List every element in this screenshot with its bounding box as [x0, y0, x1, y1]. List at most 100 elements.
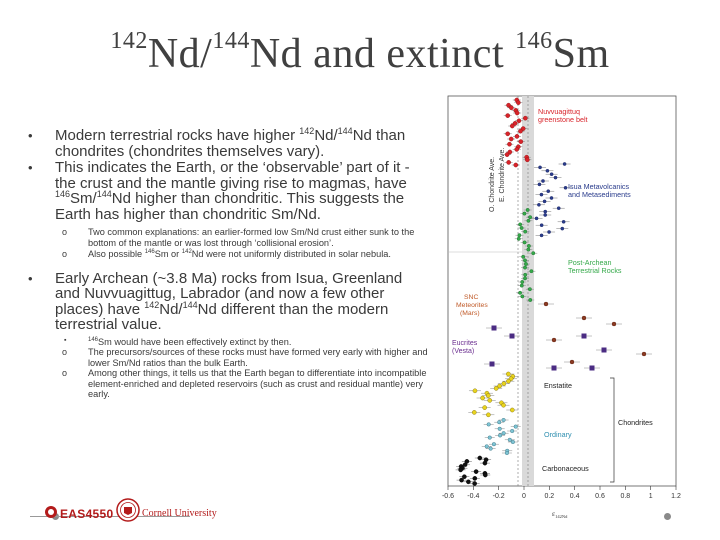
post-archean-label-1: Post-Archean	[568, 258, 612, 267]
isua-point	[563, 186, 568, 190]
bullet-modern-rocks: • Modern terrestrial rocks have higher 1…	[28, 126, 406, 160]
post-archean-point	[517, 233, 522, 238]
eucrite-point	[509, 333, 515, 339]
ordinary-point	[497, 420, 502, 425]
carbonaceous-point	[462, 474, 467, 480]
sub-bullet-marker: o	[62, 249, 68, 259]
enstatite-point	[482, 405, 487, 410]
e-chondrite-ave-label: E. Chondrite Ave.	[499, 148, 506, 202]
isua-point	[537, 203, 541, 207]
eucrites-label-1: Eucrites	[452, 340, 478, 347]
carbonaceous-point	[459, 477, 464, 483]
isua-point	[561, 219, 566, 224]
post-archean-point	[520, 280, 525, 284]
isua-point	[542, 199, 547, 204]
nuvvuagittuq-point	[509, 123, 515, 129]
nuvvuagittuq-point	[516, 118, 522, 124]
ordinary-point	[491, 442, 496, 447]
isua-point	[537, 182, 542, 187]
ordinary-point	[501, 418, 506, 423]
post-archean-point	[529, 269, 534, 274]
ordinary-point	[487, 435, 492, 440]
nuvvuagittuq-point	[525, 157, 530, 163]
isua-point	[545, 169, 550, 173]
data-markers	[455, 97, 652, 486]
post-archean-point	[523, 258, 527, 263]
carbonaceous-point	[482, 472, 488, 478]
post-archean-point	[523, 276, 527, 281]
isua-point	[556, 206, 561, 210]
ordinary-point	[510, 440, 515, 445]
nuvvuagittuq-point	[514, 147, 520, 152]
nav-dot-right[interactable]	[664, 513, 671, 520]
enstatite-label: Enstatite	[544, 381, 572, 390]
post-archean-point	[516, 236, 521, 241]
sub-bullet-precursors: o The precursors/sources of these rocks …	[62, 347, 428, 368]
x-tick-label: 0.8	[620, 493, 630, 500]
eucrite-point	[491, 325, 497, 331]
post-archean-point	[523, 272, 528, 277]
carbonaceous-point	[472, 476, 478, 481]
nuvvuagittuq-point	[509, 105, 514, 111]
carbonaceous-point	[482, 460, 488, 466]
isua-point	[549, 172, 554, 176]
bullet-dot: •	[28, 270, 33, 286]
greenstone-label: greenstone belt	[538, 115, 588, 124]
ordinary-point	[501, 431, 506, 436]
post-archean-point	[520, 294, 525, 299]
ordinary-point	[484, 444, 489, 449]
enstatite-point	[471, 410, 477, 415]
snc-label-3: (Mars)	[460, 310, 480, 317]
cornell-seal-icon	[116, 498, 140, 522]
ordinary-point	[488, 446, 493, 451]
ordinary-point	[498, 433, 503, 438]
snc-label-1: SNC	[464, 294, 478, 301]
enstatite-point	[472, 388, 478, 394]
plot-frame	[447, 95, 677, 487]
isua-point	[539, 223, 544, 227]
nuvvuagittuq-point	[506, 102, 511, 108]
nuvvuagittuq-point	[505, 113, 511, 118]
carbonaceous-label: Carbonaceous	[542, 464, 589, 473]
snc-point	[611, 321, 617, 327]
o-chondrite-ave-label: O. Chondrite Ave.	[489, 157, 496, 212]
bullet-dot: •	[28, 128, 33, 143]
x-tick-label: -0.4	[467, 493, 479, 500]
carbonaceous-point	[473, 469, 479, 474]
footer: EAS4550 Cornell University	[0, 495, 720, 535]
post-archean-point	[525, 208, 530, 212]
eucrite-point	[601, 347, 607, 353]
nuvvuagittuq-point	[518, 128, 523, 134]
eucrite-point	[489, 361, 495, 367]
isua-point	[553, 175, 558, 180]
enstatite-point	[506, 378, 511, 384]
post-archean-point	[528, 298, 533, 302]
nuvvuagittuq-point	[523, 115, 528, 121]
nuvvuagittuq-point	[514, 134, 520, 139]
x-tick-label: 0.6	[595, 493, 605, 500]
post-archean-point	[526, 218, 531, 223]
isua-label-2: and Metasediments	[568, 190, 631, 199]
sub-bullet-differentiate: o Among other things, it tells us that t…	[62, 368, 427, 399]
ordinary-label: Ordinary	[544, 430, 572, 439]
post-archean-point	[523, 265, 527, 270]
post-archean-point	[526, 244, 531, 248]
snc-point	[581, 315, 587, 321]
isua-point	[538, 165, 542, 170]
isua-point	[560, 226, 565, 231]
eas-logo-icon	[45, 506, 57, 518]
carbonaceous-point	[472, 481, 477, 486]
post-archean-point	[527, 287, 532, 292]
snc-label-2: Meteorites	[456, 302, 488, 309]
enstatite-point	[487, 398, 493, 403]
isua-point	[549, 196, 554, 200]
isua-point	[546, 189, 551, 193]
nuvvuagittuq-point	[507, 141, 512, 147]
ordinary-point	[513, 424, 518, 429]
nuvvuagittuq-label: Nuvvuagittuq	[538, 107, 580, 116]
nuvvuagittuq-point	[508, 136, 514, 142]
university-name: Cornell University	[142, 508, 217, 519]
ordinary-point	[507, 437, 512, 442]
carbonaceous-point	[466, 479, 471, 485]
enstatite-point	[480, 395, 485, 401]
